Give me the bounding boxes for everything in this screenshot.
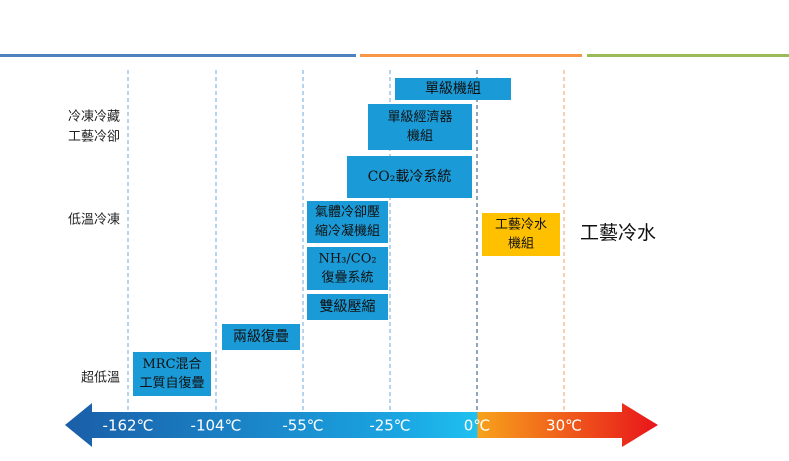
scale-label: -162℃ (103, 417, 154, 435)
scale-label: 0℃ (464, 417, 490, 435)
right-label: 工藝冷水 (580, 222, 656, 244)
top-bar (360, 54, 582, 57)
scale-label: -55℃ (282, 417, 323, 435)
top-bar (0, 54, 356, 57)
top-bar (587, 54, 789, 57)
category-label: 工藝冷卻 (68, 130, 120, 145)
method-box (395, 78, 511, 100)
method-label: 單級經濟器 (387, 109, 452, 125)
method-label: 雙級壓縮 (320, 299, 376, 315)
method-label: 縮冷凝機組 (315, 223, 380, 239)
method-label: MRC混合 (142, 357, 201, 372)
method-box (307, 294, 388, 320)
method-label: 機組 (508, 237, 534, 252)
scale-label: -104℃ (191, 417, 242, 435)
method-label: 兩級復疊 (233, 328, 289, 345)
method-label: 工質自復疊 (139, 375, 204, 391)
method-box (482, 213, 560, 256)
method-box (307, 201, 388, 243)
method-label: CO₂載冷系統 (368, 169, 452, 185)
scale-label: -25℃ (369, 417, 410, 435)
method-label: 氣體冷卻壓 (315, 205, 380, 220)
method-box (222, 324, 300, 350)
method-box (307, 247, 388, 290)
temperature-arrow (65, 403, 658, 447)
method-label: 工藝冷水 (495, 218, 547, 233)
method-label: 單級機組 (425, 81, 481, 97)
method-label: NH₃/CO₂ (318, 252, 376, 267)
method-label: 機組 (407, 129, 433, 144)
category-label: 超低溫 (81, 371, 120, 386)
scale-label: 30℃ (546, 417, 582, 435)
method-label: 復疊系統 (321, 270, 373, 286)
method-box (347, 156, 472, 198)
category-label: 低溫冷凍 (68, 212, 120, 228)
category-label: 冷凍冷藏 (68, 109, 120, 125)
method-box (368, 104, 472, 150)
method-box (133, 352, 211, 396)
